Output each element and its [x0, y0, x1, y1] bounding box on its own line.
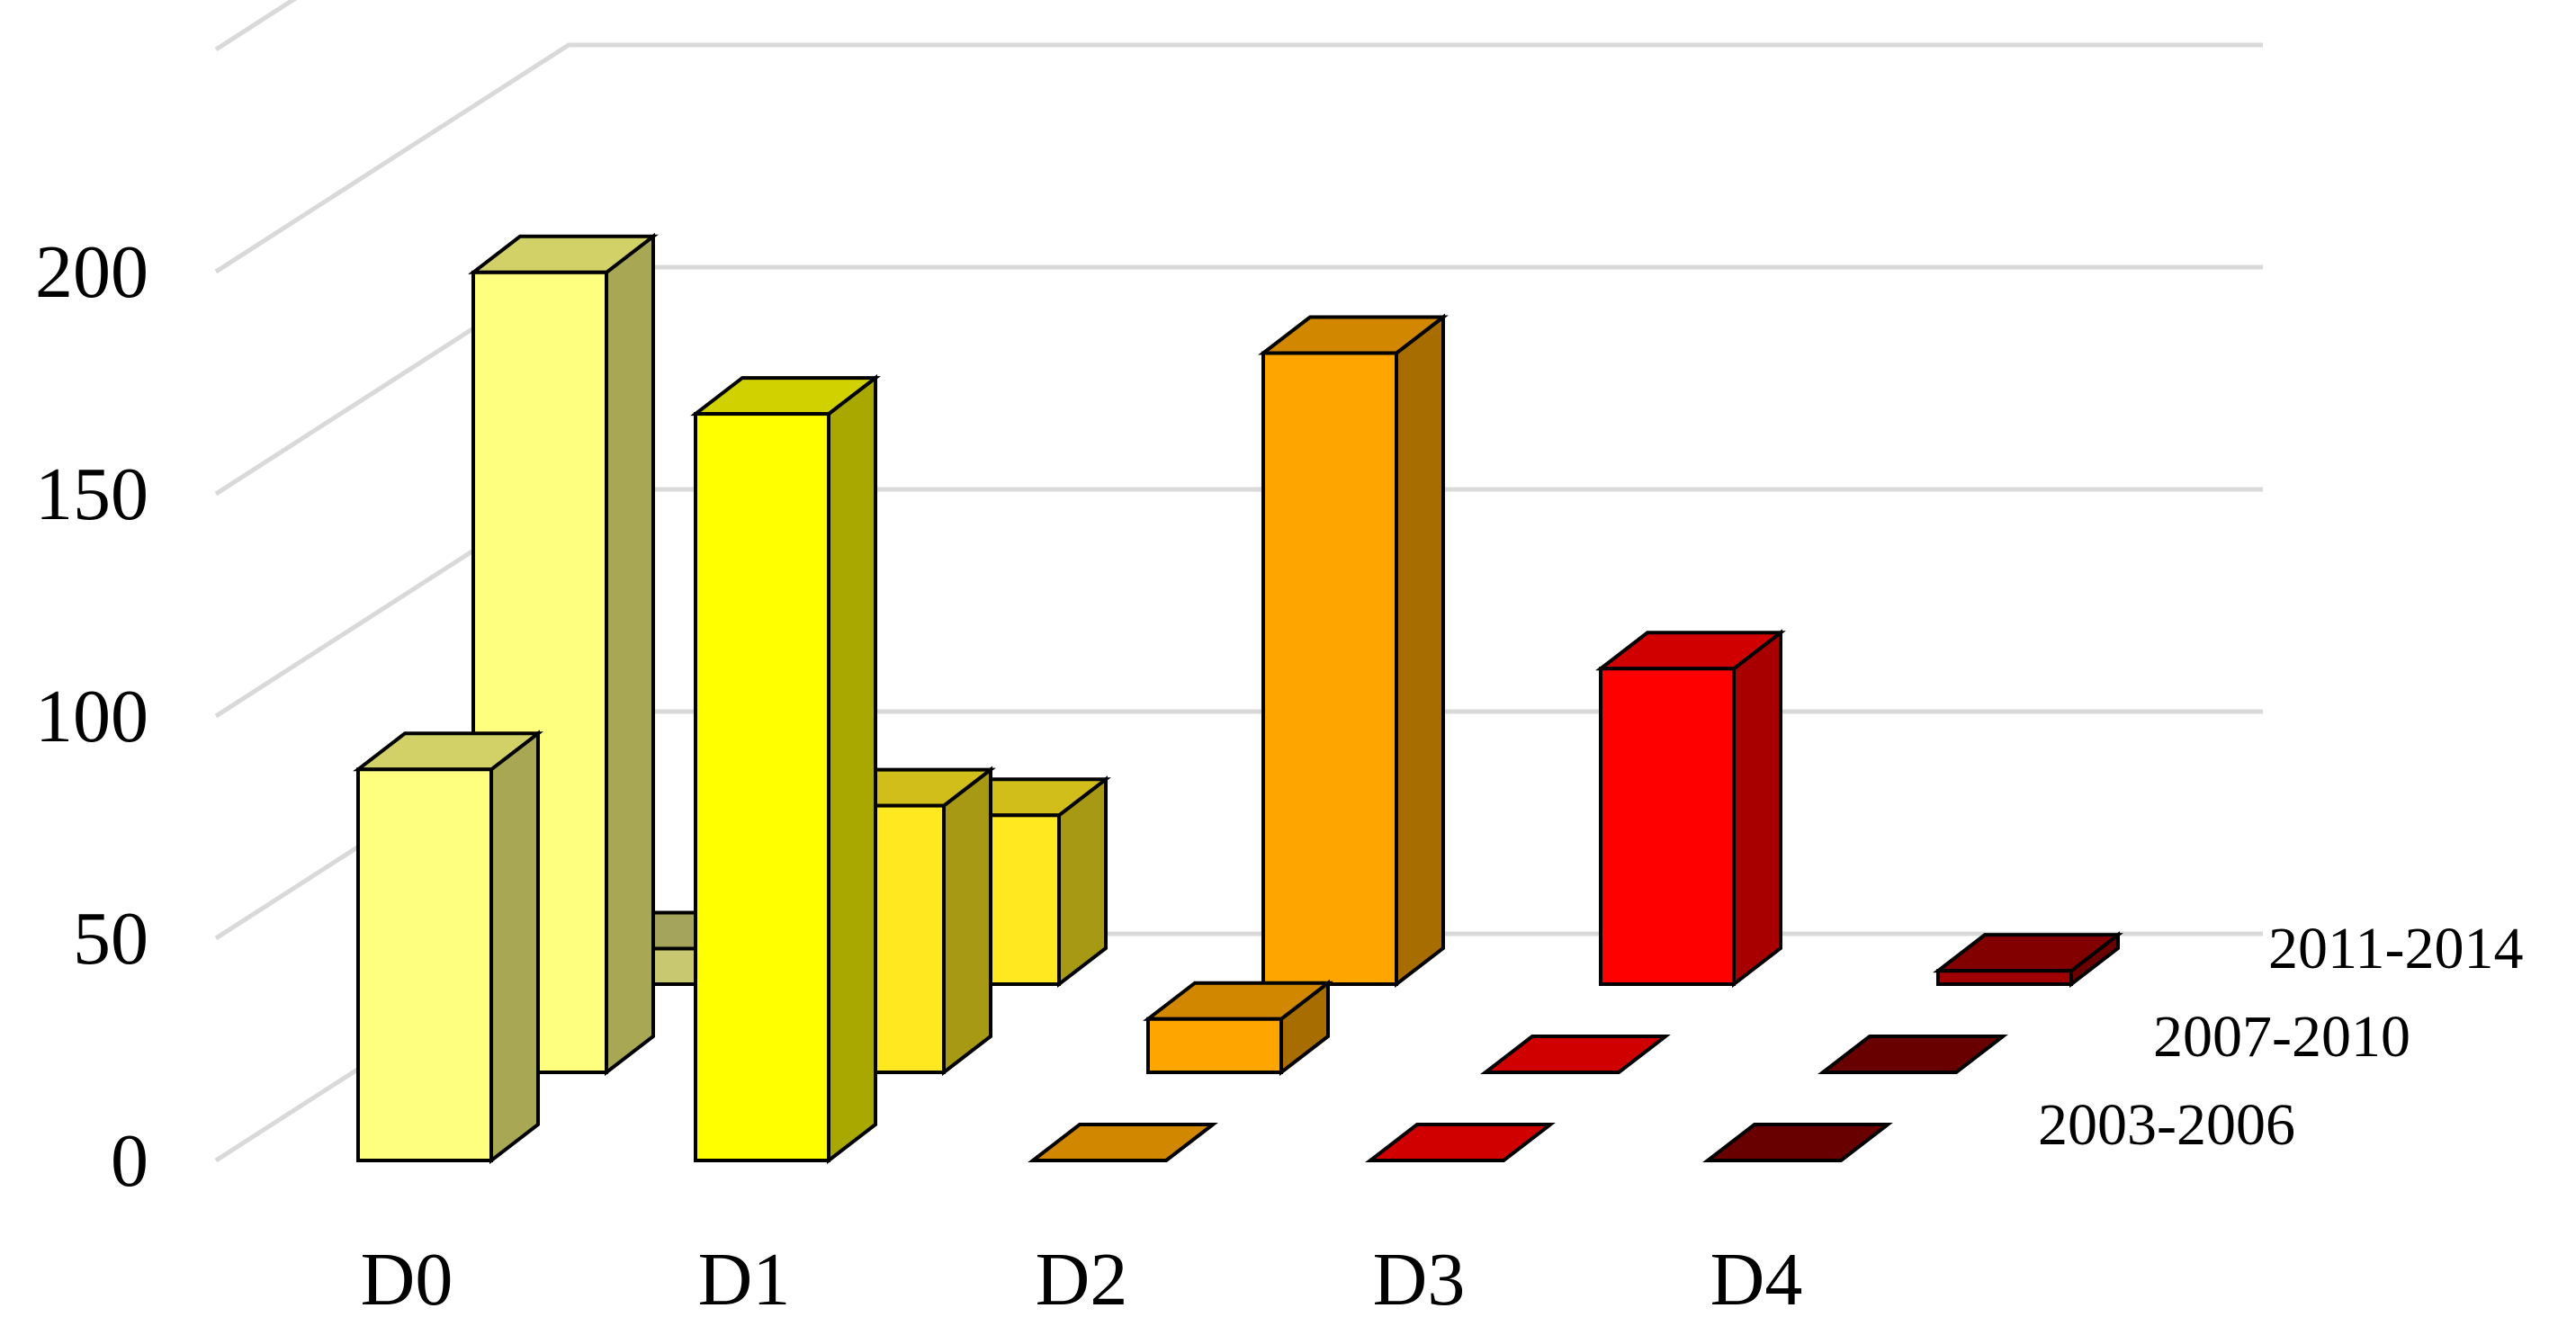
- y-tick-label: 200: [35, 230, 148, 314]
- category-label: D1: [698, 1238, 791, 1322]
- bar-D4-2003-2006: [1702, 1123, 1893, 1162]
- gridline-200: [214, 42, 2263, 274]
- bar-D2-2007-2010: [1143, 979, 1333, 1077]
- bar-top: [1028, 1123, 1218, 1162]
- bar-front: [1261, 351, 1398, 986]
- y-tick-label: 100: [35, 675, 148, 758]
- bars: [353, 232, 2123, 1165]
- series-labels: 2003-2006 2007-2010 2011-2014: [2038, 916, 2524, 1158]
- bar-front: [1599, 667, 1736, 986]
- category-labels: D0 D1 D2 D3 D4: [361, 1238, 1803, 1322]
- bar-D2-2011-2014: [1258, 313, 1449, 989]
- bar-D2-2003-2006: [1028, 1123, 1218, 1162]
- bar-D4-2007-2010: [1818, 1035, 2008, 1074]
- bar-side: [1395, 313, 1445, 989]
- gridline-250: [214, 0, 298, 52]
- bar-D0-2003-2006: [353, 730, 543, 1165]
- bar-side: [489, 730, 540, 1165]
- series-label: 2011-2014: [2268, 916, 2524, 981]
- bar-D1-2003-2006: [690, 374, 881, 1165]
- category-label: D4: [1710, 1238, 1803, 1322]
- y-tick-label: 50: [73, 897, 148, 981]
- bar-front: [694, 412, 830, 1162]
- category-label: D3: [1373, 1238, 1466, 1322]
- category-label: D0: [361, 1238, 453, 1322]
- bar-side: [1732, 629, 1782, 989]
- y-tick-label: 0: [111, 1119, 148, 1203]
- category-label: D2: [1036, 1238, 1128, 1322]
- bar-D3-2003-2006: [1365, 1123, 1556, 1162]
- series-label: 2003-2006: [2038, 1092, 2295, 1158]
- bar-D3-2011-2014: [1595, 629, 1786, 989]
- bar-front: [356, 767, 493, 1163]
- bar-side: [942, 766, 992, 1077]
- y-axis-ticks: 0 50 100 150 200: [35, 230, 148, 1203]
- series-label: 2007-2010: [2153, 1004, 2410, 1070]
- bar-side: [827, 374, 877, 1165]
- y-tick-label: 150: [35, 452, 148, 536]
- bar-top: [1480, 1035, 1671, 1074]
- bar-front: [1146, 1017, 1283, 1074]
- bar-side: [605, 232, 655, 1077]
- bar-top: [1365, 1123, 1556, 1162]
- bar-D4-2011-2014: [1933, 931, 2123, 989]
- bar-D3-2007-2010: [1480, 1035, 1671, 1074]
- bar-front: [1936, 969, 2073, 987]
- bar-top: [1702, 1123, 1893, 1162]
- bar-top: [1818, 1035, 2008, 1074]
